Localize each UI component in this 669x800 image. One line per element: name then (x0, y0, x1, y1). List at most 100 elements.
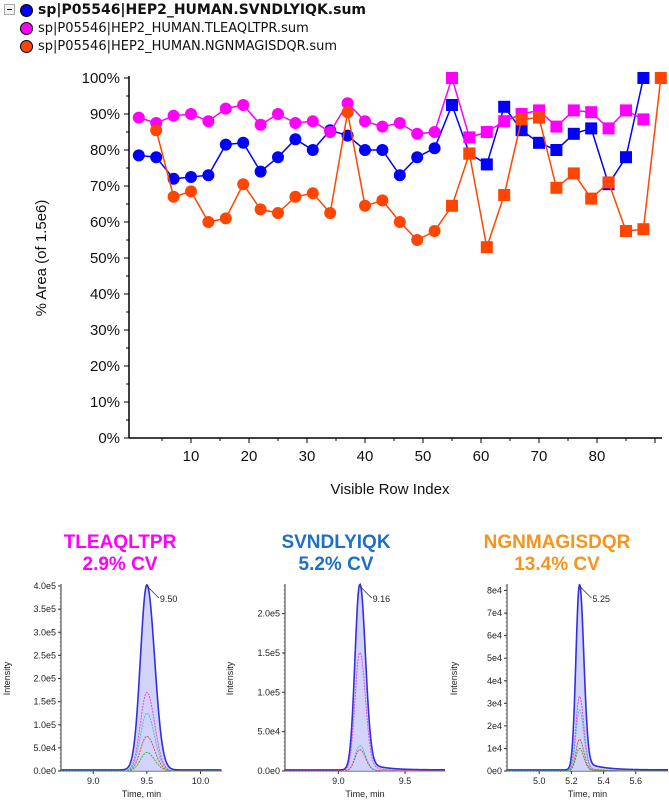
y-tick-label: 50% (90, 250, 120, 267)
data-point (185, 171, 197, 183)
legend-dot-icon (20, 3, 33, 17)
data-point (202, 216, 215, 228)
series-line (138, 75, 644, 139)
data-point (272, 108, 284, 120)
data-point (254, 203, 267, 216)
data-point (219, 138, 232, 151)
peak-label: 9.50 (160, 594, 178, 604)
x-tick-label: 50 (415, 448, 432, 465)
y-tick-label: 5e4 (487, 653, 502, 663)
x-tick-label: 9.0 (87, 776, 100, 786)
subchart-title-2: SVNDLYIQK 5.2% CV (226, 532, 446, 576)
y-tick-label: 70% (90, 178, 120, 195)
data-point (463, 131, 476, 144)
y-tick-label: 0.0e0 (257, 766, 280, 776)
subchart-title-1: TLEAQLTPR 2.9% CV (10, 532, 230, 576)
data-point (202, 115, 215, 128)
peak-area (61, 584, 222, 771)
data-point (359, 199, 371, 212)
x-tick-label: 5.2 (565, 776, 578, 786)
peak-trace (61, 583, 222, 771)
y-tick-label: 100% (82, 70, 120, 87)
y-tick-label: 8e4 (487, 586, 502, 596)
y-tick-label: 5.0e4 (33, 743, 56, 753)
data-point (306, 115, 319, 128)
series-1 (132, 72, 650, 144)
x-tick-label: 5.0 (533, 776, 546, 786)
x-axis-label: Time, min (568, 789, 607, 799)
data-point (498, 115, 511, 128)
x-axis-label: Time, min (345, 789, 384, 799)
peak-trace (285, 582, 446, 771)
data-point (428, 225, 441, 237)
data-point (411, 234, 424, 246)
y-tick-label: 2.0e5 (257, 609, 280, 619)
peak-label-leader (579, 585, 592, 599)
series-line (138, 77, 645, 186)
data-point (480, 126, 493, 138)
subchart-title-3: NGNMAGISDQR 13.4% CV (446, 532, 668, 576)
data-point (446, 199, 458, 212)
data-point (602, 176, 615, 189)
peak-trace (507, 583, 669, 771)
data-point (463, 147, 476, 160)
main-line-chart: 0% 10% 20% 30% 40% 50% 60% 70% 80% 90% 100% 10 20 30 4… (33, 70, 667, 498)
data-point (637, 113, 650, 126)
y-tick-label: 1.0e5 (33, 720, 56, 730)
y-axis-label: Intensity (449, 661, 459, 695)
data-point (585, 192, 598, 205)
legend-dot-icon (20, 21, 33, 35)
x-axis-label: Time, min (122, 789, 161, 799)
x-tick-label: 5.6 (630, 776, 643, 786)
data-point (272, 151, 284, 164)
data-point (324, 126, 337, 138)
data-point (306, 144, 319, 156)
series-2 (150, 72, 667, 254)
data-point (376, 144, 389, 156)
x-tick-label: 10.0 (192, 776, 210, 786)
data-point (533, 136, 545, 149)
collapse-icon[interactable] (4, 4, 15, 15)
y-tick-label: 3e4 (487, 698, 502, 708)
data-point (289, 190, 302, 203)
x-tick-label: 40 (357, 448, 374, 465)
data-point (289, 117, 302, 129)
legend-label: sp|P05546|HEP2_HUMAN.NGNMAGISDQR.sum (38, 38, 338, 54)
data-point (515, 113, 528, 126)
legend-item-ngnmagisdqr[interactable]: sp|P05546|HEP2_HUMAN.NGNMAGISDQR.sum (20, 37, 337, 55)
data-point (393, 216, 406, 228)
data-point (306, 187, 319, 200)
y-tick-label: 4e4 (487, 676, 502, 686)
y-tick-label: 3.5e5 (33, 604, 56, 614)
legend-item-svndlyiqk[interactable]: sp|P05546|HEP2_HUMAN.SVNDLYIQK.sum (20, 1, 366, 19)
data-point (533, 111, 545, 124)
data-point (602, 122, 615, 135)
x-tick-label: 60 (473, 448, 490, 465)
x-tick-label: 20 (241, 448, 258, 465)
data-point (237, 99, 250, 111)
data-point (167, 109, 180, 122)
peak-area (285, 584, 445, 771)
data-point (480, 158, 493, 171)
y-tick-label: 80% (90, 142, 120, 159)
y-tick-label: 3.0e5 (33, 627, 56, 637)
chromatogram-tleaqltpr: 0.0e0 5.0e4 1.0e5 1.5e5 2.0e5 2.5e5 3.0e5 3.5e5… (2, 581, 222, 799)
data-point (637, 72, 650, 84)
y-tick-label: 7e4 (487, 608, 502, 618)
peptide-name: TLEAQLTPR (63, 532, 177, 553)
data-point (585, 106, 598, 119)
data-point (237, 178, 250, 191)
data-point (150, 151, 163, 164)
transition-trace (285, 651, 446, 772)
data-point (202, 169, 215, 182)
legend-item-tleaqltpr[interactable]: sp|P05546|HEP2_HUMAN.TLEAQLTPR.sum (20, 19, 309, 37)
y-tick-label: 30% (90, 322, 120, 339)
data-point (637, 223, 650, 236)
data-point (132, 111, 145, 124)
data-point (446, 72, 458, 84)
y-tick-label: 0% (98, 430, 120, 447)
y-tick-label: 90% (90, 106, 120, 123)
data-point (567, 127, 580, 140)
data-point (567, 104, 580, 117)
y-tick-label: 5.0e4 (257, 727, 280, 737)
